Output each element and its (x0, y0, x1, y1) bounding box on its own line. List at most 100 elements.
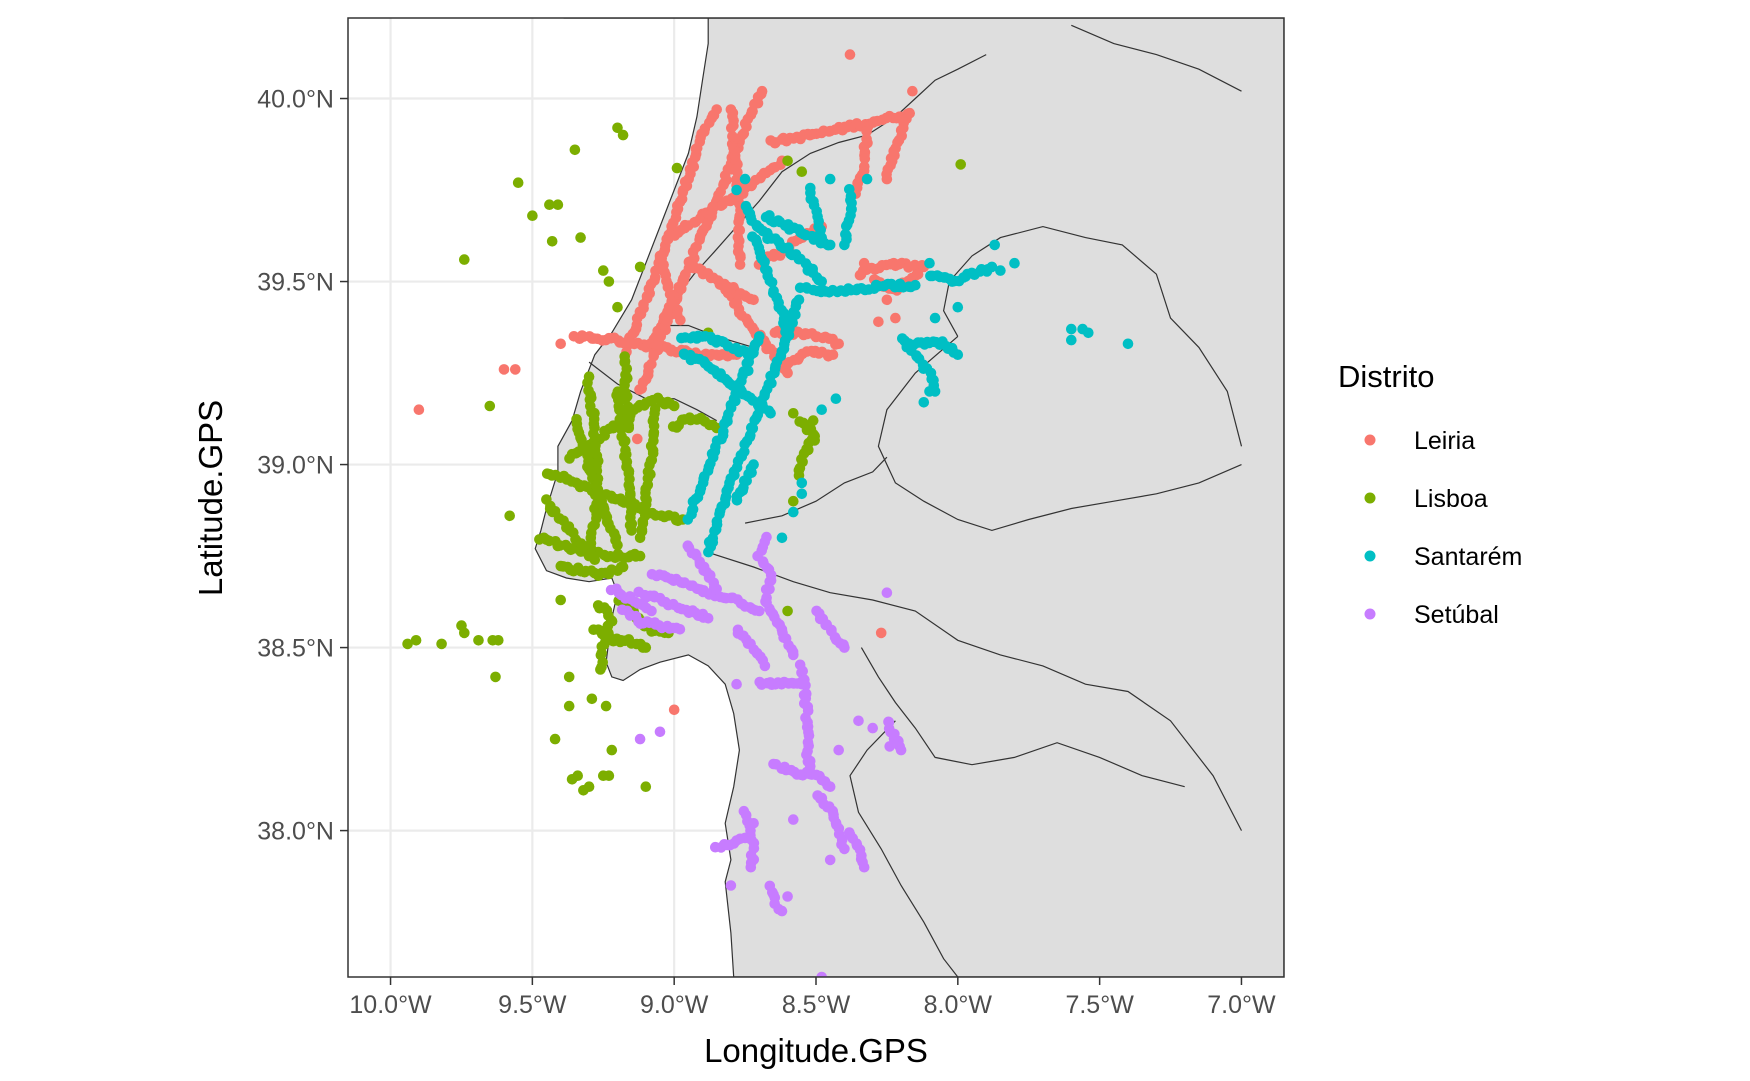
y-tick-label: 38.5°N (257, 635, 334, 663)
legend: Distrito Leiria Lisboa Santarém Setúbal (1338, 359, 1522, 629)
point (527, 210, 538, 221)
x-tick-label: 9.5°W (498, 991, 567, 1019)
x-axis-title: Longitude.GPS (704, 1032, 928, 1069)
point (754, 331, 765, 342)
point (512, 177, 524, 188)
point (858, 257, 870, 269)
point (598, 770, 609, 781)
point (788, 495, 799, 507)
point (612, 539, 623, 551)
point (796, 477, 808, 489)
point (634, 733, 646, 745)
legend-key-santarém (1364, 550, 1376, 562)
point (632, 433, 643, 445)
point (490, 671, 501, 683)
point (793, 294, 805, 306)
point (875, 627, 887, 639)
point (867, 722, 878, 734)
point (410, 635, 422, 646)
point (702, 613, 714, 624)
point (586, 693, 598, 705)
series-setúbal (605, 531, 907, 977)
point (493, 635, 504, 646)
point (459, 254, 470, 265)
point (612, 301, 623, 313)
point (839, 642, 850, 653)
point (839, 239, 850, 251)
legend-label-leiria: Leiria (1414, 427, 1475, 455)
point (765, 408, 776, 419)
point (816, 971, 827, 977)
point (881, 173, 893, 185)
series-santarém (676, 173, 1134, 558)
point (595, 664, 606, 675)
land-layer (534, 18, 1284, 977)
point (788, 814, 799, 825)
point (788, 649, 799, 661)
point (827, 349, 839, 361)
point (711, 583, 722, 595)
point (816, 232, 827, 243)
legend-label-lisboa: Lisboa (1414, 485, 1488, 513)
y-tick-label: 39.5°N (257, 269, 334, 297)
point (989, 239, 1000, 251)
point (634, 532, 646, 544)
x-tick-label: 10.0°W (349, 991, 432, 1019)
point (549, 733, 561, 745)
point (748, 818, 759, 829)
x-axis-ticks: 10.0°W 9.5°W 9.0°W 8.5°W 8.0°W 7.5°W 7.0°W (349, 977, 1276, 1019)
point (861, 173, 873, 185)
point (674, 624, 686, 635)
point (459, 627, 470, 639)
point (436, 638, 447, 650)
point (952, 349, 964, 361)
point (654, 250, 666, 262)
point (552, 199, 564, 210)
point (634, 261, 646, 273)
point (504, 510, 515, 522)
district-boundary-0 (673, 54, 987, 301)
district-boundary-8 (660, 324, 754, 348)
point (890, 312, 901, 324)
point (816, 276, 827, 287)
point (646, 605, 657, 617)
legend-key-setúbal (1364, 608, 1376, 620)
point (671, 162, 683, 174)
point (637, 642, 649, 653)
point (1083, 327, 1094, 339)
point (782, 605, 793, 617)
point (687, 504, 699, 515)
point (546, 236, 558, 247)
point (861, 126, 872, 137)
point (833, 744, 844, 756)
legend-title: Distrito (1338, 359, 1434, 394)
point (853, 715, 864, 727)
point (563, 671, 575, 683)
point (788, 408, 799, 419)
point (881, 587, 893, 598)
point (725, 880, 737, 891)
x-tick-label: 7.5°W (1065, 991, 1134, 1019)
point (563, 700, 575, 712)
point (748, 459, 759, 470)
point (839, 843, 850, 855)
point (510, 364, 521, 375)
point (873, 316, 884, 328)
point (858, 861, 870, 873)
point (555, 338, 566, 350)
point (830, 393, 842, 405)
point (918, 397, 930, 408)
point (634, 550, 646, 562)
x-tick-label: 7.0°W (1207, 991, 1276, 1019)
point (912, 268, 924, 280)
legend-label-setúbal: Setúbal (1414, 601, 1499, 629)
point (606, 744, 618, 756)
point (766, 277, 778, 288)
point (754, 605, 765, 617)
point (544, 199, 555, 210)
point (680, 268, 691, 280)
point (895, 744, 907, 756)
y-tick-label: 40.0°N (257, 86, 334, 114)
point (844, 49, 856, 60)
